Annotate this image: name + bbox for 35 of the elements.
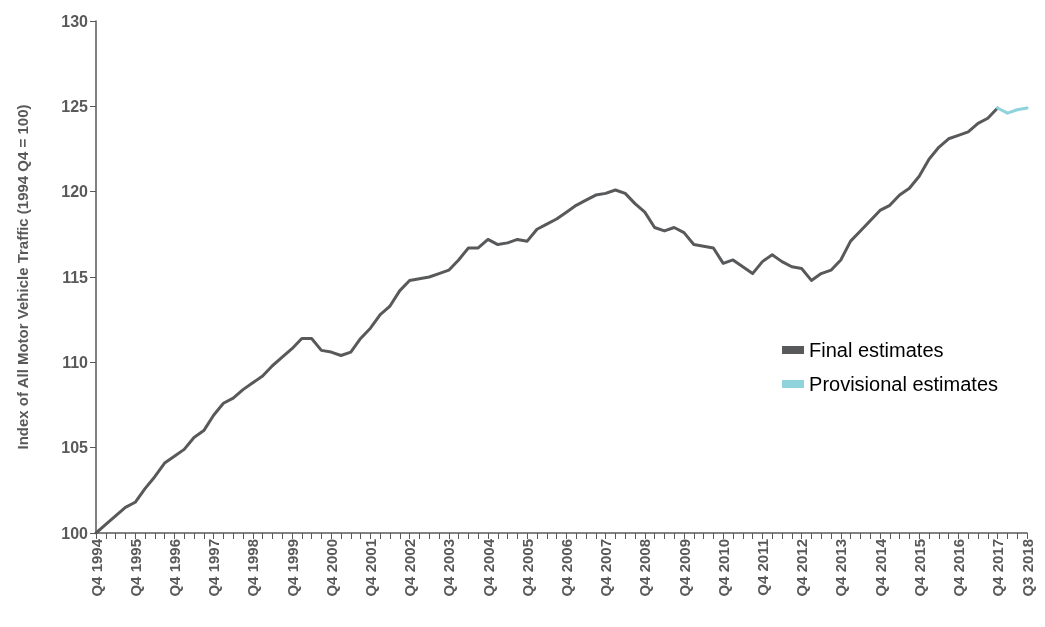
x-tick-label: Q4 2017 xyxy=(989,539,1007,597)
x-tick-label: Q4 2011 xyxy=(753,539,771,596)
x-tick-label: Q4 1997 xyxy=(205,539,223,597)
x-tick-label: Q4 1996 xyxy=(165,539,183,597)
x-tick-label: Q4 2002 xyxy=(401,539,419,597)
x-tick-label: Q4 2015 xyxy=(910,539,928,597)
y-tick-label: 125 xyxy=(61,97,89,115)
y-tick-label: 130 xyxy=(61,12,89,30)
x-tick-label: Q4 2004 xyxy=(479,538,497,597)
x-tick-label: Q4 2010 xyxy=(714,539,732,597)
x-tick-label: Q4 2006 xyxy=(557,539,575,597)
x-tick-label: Q4 2007 xyxy=(597,539,615,597)
y-tick-label: 105 xyxy=(61,439,89,457)
x-tick-label: Q4 2016 xyxy=(949,539,967,597)
legend-label: Final estimates xyxy=(809,339,944,361)
y-tick-label: 115 xyxy=(62,268,89,286)
x-tick-label: Q4 1999 xyxy=(283,539,301,597)
x-tick-label: Q4 2008 xyxy=(636,539,654,597)
y-tick-label: 120 xyxy=(61,183,89,201)
x-tick-label: Q4 1995 xyxy=(126,539,144,597)
x-tick-label: Q4 2009 xyxy=(675,539,693,597)
x-tick-label: Q4 2013 xyxy=(832,539,850,597)
x-tick-label: Q4 2012 xyxy=(793,539,811,597)
x-tick-label: Q4 2000 xyxy=(322,539,340,597)
x-tick-label: Q4 2003 xyxy=(440,539,458,597)
x-tick-label: Q4 1994 xyxy=(87,538,105,597)
y-tick-label: 110 xyxy=(62,353,89,371)
y-axis-title: Index of All Motor Vehicle Traffic (1994 Q4 = 100) xyxy=(14,104,31,450)
x-tick-label: Q4 2014 xyxy=(871,538,889,597)
legend-label: Provisional estimates xyxy=(809,373,998,395)
y-tick-label: 100 xyxy=(61,524,89,542)
x-tick-label: Q4 2001 xyxy=(361,539,379,597)
x-tick-label: Q4 2005 xyxy=(518,539,536,597)
x-tick-label: Q3 2018 xyxy=(1018,539,1036,597)
x-tick-label: Q4 1998 xyxy=(244,539,262,597)
